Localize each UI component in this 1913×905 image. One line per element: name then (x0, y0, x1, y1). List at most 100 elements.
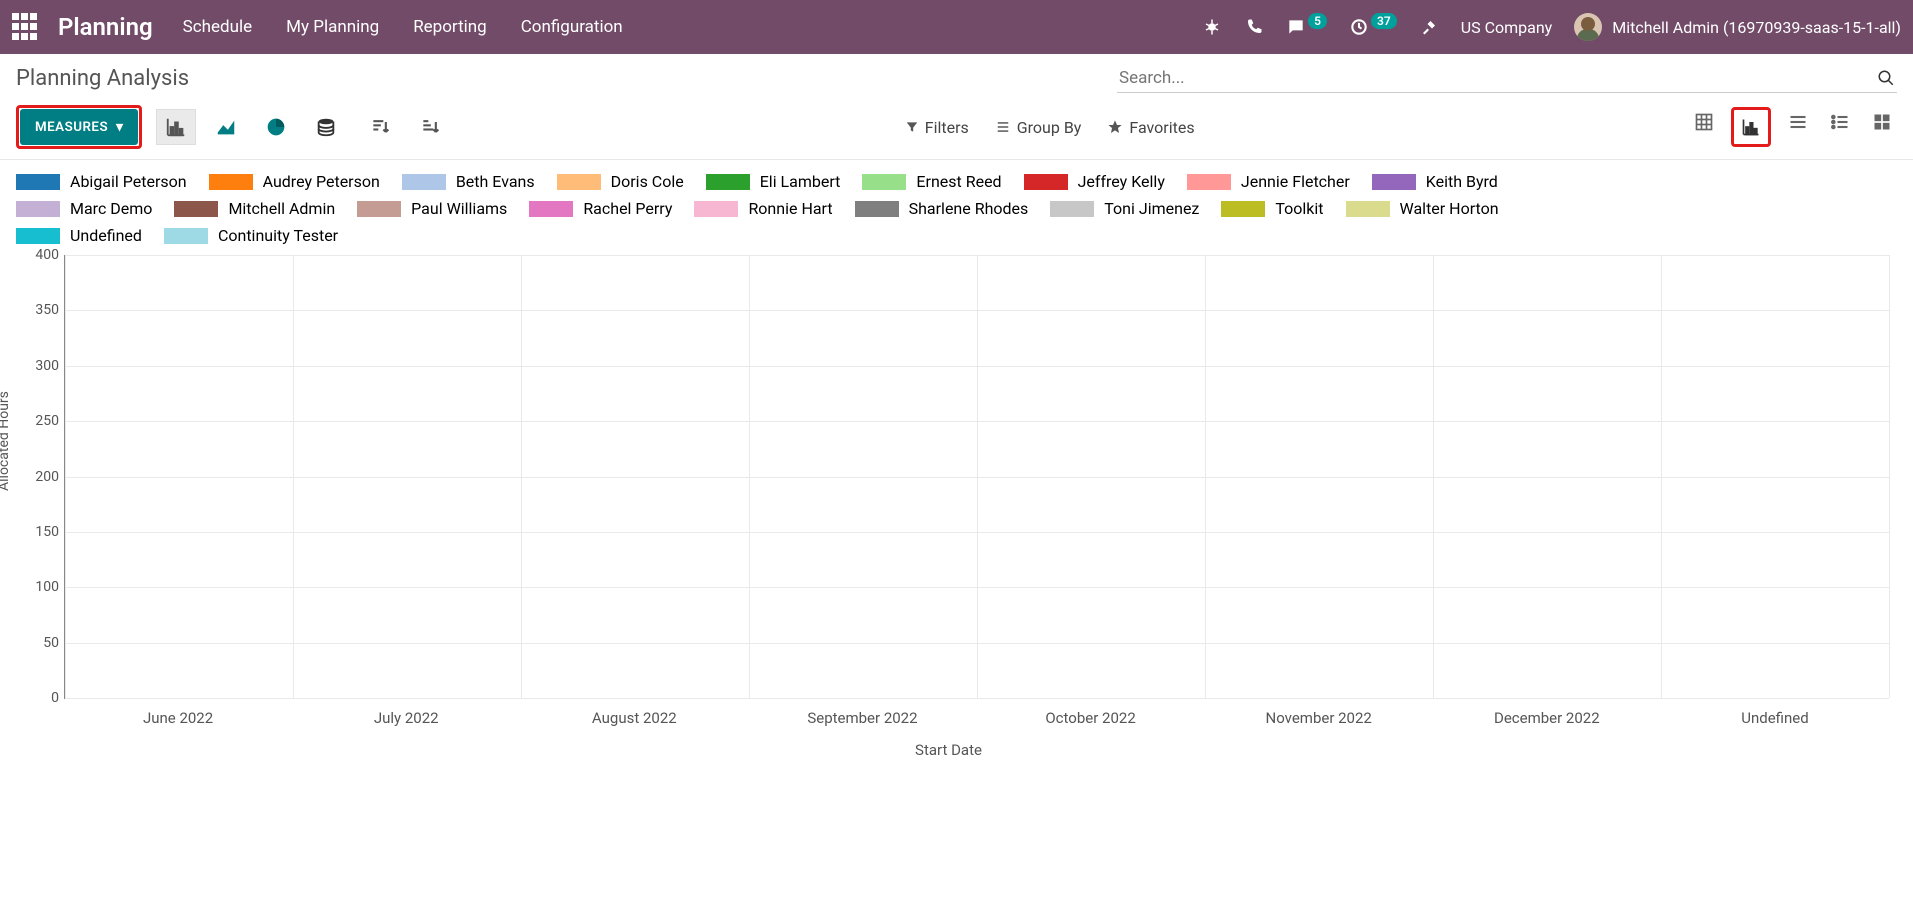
user-menu[interactable]: Mitchell Admin (16970939-saas-15-1-all) (1574, 13, 1901, 41)
apps-launcher-icon[interactable] (12, 13, 40, 41)
vgridline (293, 255, 294, 698)
favorites-button[interactable]: Favorites (1107, 118, 1194, 137)
legend-swatch (16, 201, 60, 217)
legend-item[interactable]: Rachel Perry (529, 199, 672, 218)
legend-item[interactable]: Undefined (16, 226, 142, 245)
y-axis-label: Allocated Hours (0, 391, 12, 491)
favorites-label: Favorites (1129, 118, 1194, 137)
legend-swatch (1221, 201, 1265, 217)
activities-badge: 37 (1371, 13, 1397, 29)
vgridline (65, 255, 66, 698)
legend-label: Jennie Fletcher (1241, 172, 1350, 191)
legend-item[interactable]: Doris Cole (557, 172, 684, 191)
x-label: August 2022 (592, 709, 677, 727)
legend-item[interactable]: Abigail Peterson (16, 172, 187, 191)
highlight-graph-view (1731, 107, 1771, 147)
legend-swatch (1050, 201, 1094, 217)
legend-item[interactable]: Beth Evans (402, 172, 535, 191)
legend-item[interactable]: Continuity Tester (164, 226, 338, 245)
legend-item[interactable]: Sharlene Rhodes (855, 199, 1029, 218)
legend-item[interactable]: Mitchell Admin (174, 199, 335, 218)
legend-item[interactable]: Ronnie Hart (694, 199, 832, 218)
view-switcher (1689, 107, 1897, 147)
legend-item[interactable]: Jennie Fletcher (1187, 172, 1350, 191)
legend-swatch (16, 228, 60, 244)
legend-item[interactable]: Eli Lambert (706, 172, 841, 191)
legend-item[interactable]: Marc Demo (16, 199, 152, 218)
legend-label: Marc Demo (70, 199, 152, 218)
y-tick: 300 (27, 358, 59, 374)
legend-swatch (164, 228, 208, 244)
highlight-measures: MEASURES ▾ (16, 105, 142, 149)
vgridline (977, 255, 978, 698)
graph-view-button[interactable] (1736, 112, 1766, 142)
groupby-button[interactable]: Group By (995, 118, 1082, 137)
controls-row: MEASURES ▾ Filters Group (0, 97, 1913, 160)
list-view-button[interactable] (1825, 107, 1855, 137)
legend-swatch (1346, 201, 1390, 217)
pie-chart-button[interactable] (256, 109, 296, 145)
legend-label: Mitchell Admin (228, 199, 335, 218)
legend-label: Abigail Peterson (70, 172, 187, 191)
chart-type-group (156, 109, 346, 145)
nav-link-reporting[interactable]: Reporting (413, 17, 487, 37)
line-chart-button[interactable] (206, 109, 246, 145)
y-tick: 400 (27, 247, 59, 263)
app-brand: Planning (58, 13, 153, 41)
tools-icon[interactable] (1419, 17, 1439, 37)
measures-button[interactable]: MEASURES ▾ (20, 109, 138, 145)
chart-area: Allocated Hours 050100150200250300350400… (0, 251, 1897, 761)
legend-item[interactable]: Paul Williams (357, 199, 507, 218)
nav-link-my-planning[interactable]: My Planning (286, 17, 379, 37)
gridline (65, 698, 1889, 699)
legend-item[interactable]: Keith Byrd (1372, 172, 1498, 191)
sort-desc-button[interactable] (360, 109, 400, 145)
legend-label: Ronnie Hart (748, 199, 832, 218)
nav-links: Schedule My Planning Reporting Configura… (183, 17, 623, 37)
bug-icon[interactable] (1202, 17, 1222, 37)
x-label: July 2022 (374, 709, 439, 727)
y-tick: 200 (27, 469, 59, 485)
search-input[interactable] (1119, 68, 1877, 88)
legend-item[interactable]: Jeffrey Kelly (1024, 172, 1165, 191)
activities-icon[interactable]: 37 (1349, 17, 1397, 37)
filters-label: Filters (925, 118, 969, 137)
x-label: September 2022 (807, 709, 917, 727)
company-selector[interactable]: US Company (1461, 18, 1553, 37)
legend-swatch (694, 201, 738, 217)
kanban-view-button[interactable] (1867, 107, 1897, 137)
legend-label: Continuity Tester (218, 226, 338, 245)
y-tick: 350 (27, 302, 59, 318)
legend-item[interactable]: Audrey Peterson (209, 172, 380, 191)
legend-item[interactable]: Toolkit (1221, 199, 1323, 218)
legend-swatch (174, 201, 218, 217)
vgridline (1889, 255, 1890, 698)
nav-link-schedule[interactable]: Schedule (183, 17, 252, 37)
nav-right: 5 37 US Company Mitchell Admin (16970939… (1202, 13, 1901, 41)
stacked-button[interactable] (306, 109, 346, 145)
search-icon[interactable] (1877, 69, 1895, 87)
x-label: June 2022 (143, 709, 213, 727)
list-stacked-view-button[interactable] (1783, 107, 1813, 137)
legend-item[interactable]: Walter Horton (1346, 199, 1499, 218)
legend-item[interactable]: Ernest Reed (862, 172, 1001, 191)
legend-label: Paul Williams (411, 199, 507, 218)
legend-item[interactable]: Toni Jimenez (1050, 199, 1199, 218)
vgridline (1433, 255, 1434, 698)
messages-badge: 5 (1308, 13, 1327, 29)
bar-chart-button[interactable] (156, 109, 196, 145)
legend-label: Undefined (70, 226, 142, 245)
messages-icon[interactable]: 5 (1286, 17, 1327, 37)
y-tick: 50 (27, 635, 59, 651)
sort-asc-button[interactable] (410, 109, 450, 145)
phone-icon[interactable] (1244, 17, 1264, 37)
filters-button[interactable]: Filters (905, 118, 969, 137)
x-label: December 2022 (1494, 709, 1600, 727)
legend-swatch (862, 174, 906, 190)
pivot-view-button[interactable] (1689, 107, 1719, 137)
chart-plot: 050100150200250300350400 (64, 255, 1889, 699)
search-wrap (1117, 64, 1897, 93)
nav-link-configuration[interactable]: Configuration (521, 17, 623, 37)
legend-label: Toolkit (1275, 199, 1323, 218)
legend-swatch (557, 174, 601, 190)
